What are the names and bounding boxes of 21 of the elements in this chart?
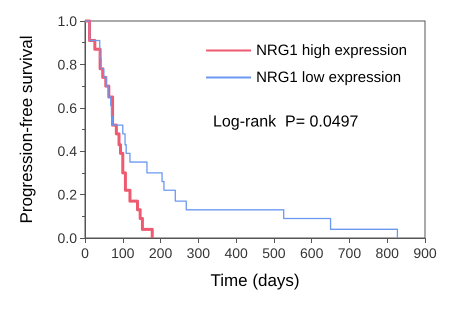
x-tick-label: 100 — [111, 245, 135, 261]
legend-label: NRG1 low expression — [256, 69, 402, 86]
y-tick-label: 0.8 — [58, 56, 78, 72]
y-tick-label: 0.4 — [58, 143, 78, 160]
x-tick-label: 600 — [300, 245, 324, 261]
x-tick-label: 500 — [262, 245, 286, 261]
y-axis-title: Progression-free survival — [17, 35, 36, 224]
legend-label: NRG1 high expression — [256, 42, 408, 59]
y-tick-label: 0.0 — [58, 230, 78, 246]
x-axis-title: Time (days) — [210, 271, 300, 290]
x-tick-label: 400 — [224, 245, 248, 261]
y-tick-label: 1.0 — [58, 13, 78, 29]
x-tick-label: 200 — [148, 245, 172, 261]
y-tick-label: 0.2 — [58, 186, 78, 203]
x-tick-label: 0 — [81, 245, 90, 261]
x-tick-label: 800 — [376, 245, 400, 261]
y-tick-label: 0.6 — [58, 100, 78, 116]
x-tick-label: 700 — [338, 245, 362, 261]
x-tick-label: 300 — [186, 245, 210, 261]
x-tick-label: 900 — [413, 245, 437, 261]
annotation: Log-rank P= 0.0497 — [213, 114, 359, 130]
